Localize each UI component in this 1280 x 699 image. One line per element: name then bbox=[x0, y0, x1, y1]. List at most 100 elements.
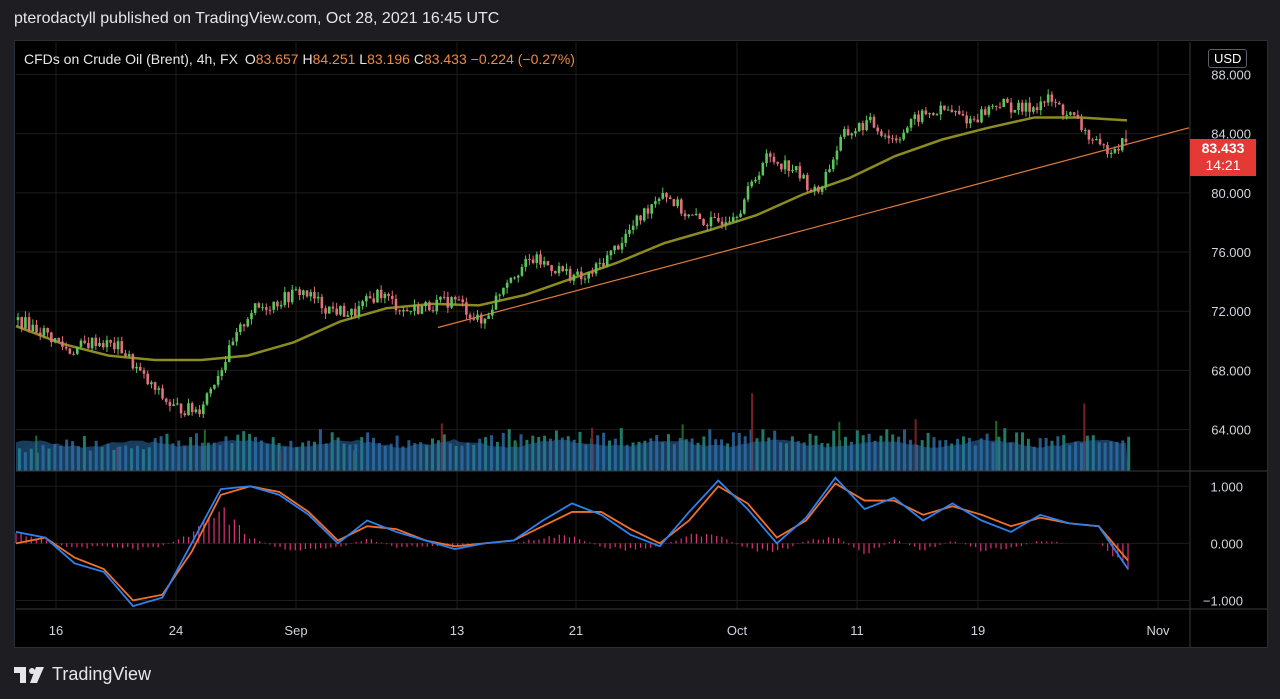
candle-up bbox=[906, 127, 909, 133]
volume-ma-area bbox=[16, 439, 1128, 471]
candle-up bbox=[302, 290, 305, 296]
candle-down bbox=[817, 186, 820, 192]
candle-down bbox=[372, 298, 376, 303]
currency-button[interactable]: USD bbox=[1208, 49, 1248, 68]
candle-up bbox=[565, 268, 568, 272]
candle-up bbox=[791, 170, 794, 172]
candle-down bbox=[324, 308, 327, 314]
candle-up bbox=[991, 105, 994, 107]
symbol-name[interactable]: CFDs on Crude Oil (Brent), 4h, FX bbox=[24, 51, 238, 67]
candle-up bbox=[624, 233, 628, 243]
candle-down bbox=[379, 289, 383, 299]
candle-down bbox=[131, 354, 135, 369]
candle-down bbox=[416, 304, 420, 314]
candle-down bbox=[705, 225, 709, 227]
candle-down bbox=[591, 272, 594, 274]
candle-down bbox=[38, 332, 42, 336]
tradingview-logo[interactable]: TradingView bbox=[14, 664, 151, 685]
candle-up bbox=[487, 315, 490, 319]
candle-up bbox=[724, 222, 728, 225]
high-value: 84.251 bbox=[312, 51, 356, 67]
moving-average-curve bbox=[15, 116, 1128, 362]
candle-down bbox=[268, 309, 272, 311]
candle-up bbox=[294, 289, 298, 291]
candle-up bbox=[339, 305, 342, 315]
time-tick-1: 24 bbox=[169, 623, 183, 638]
time-tick-8: Nov bbox=[1146, 623, 1170, 638]
volume-ma-band bbox=[16, 439, 1128, 471]
candle-down bbox=[428, 302, 431, 311]
candle-up bbox=[98, 342, 101, 347]
candle-up bbox=[850, 133, 854, 136]
candle-down bbox=[950, 109, 954, 113]
candle-down bbox=[787, 160, 791, 171]
candle-up bbox=[290, 289, 294, 303]
candle-down bbox=[717, 217, 720, 222]
candle-up bbox=[694, 213, 698, 215]
candle-down bbox=[602, 262, 605, 267]
candle-up bbox=[365, 296, 368, 302]
candle-down bbox=[683, 213, 687, 217]
chart-svg[interactable]: 88.000 84.000 80.000 76.000 72.000 68.000 64.0… bbox=[15, 41, 1267, 647]
candle-up bbox=[350, 308, 353, 316]
chart-frame[interactable]: 88.000 84.000 80.000 76.000 72.000 68.000 64.0… bbox=[14, 40, 1268, 648]
macd-pane bbox=[15, 476, 1129, 608]
moving-average-line bbox=[15, 116, 1128, 362]
candle-up bbox=[709, 217, 713, 227]
candle-down bbox=[305, 290, 309, 297]
candle-up bbox=[235, 332, 238, 342]
macd-tick-2: −1.000 bbox=[1203, 593, 1243, 608]
candle-up bbox=[654, 201, 657, 205]
candle-up bbox=[209, 388, 212, 394]
candle-down bbox=[995, 105, 998, 107]
price-tick-3: 76.000 bbox=[1211, 245, 1251, 260]
candle-up bbox=[75, 346, 79, 354]
candle-up bbox=[635, 215, 639, 226]
candle-up bbox=[761, 163, 765, 176]
candle-down bbox=[539, 254, 542, 265]
candle-down bbox=[64, 346, 68, 349]
candle-up bbox=[587, 272, 590, 279]
candle-down bbox=[713, 217, 716, 219]
candle-up bbox=[609, 250, 613, 256]
candle-up bbox=[913, 114, 917, 119]
candle-down bbox=[646, 208, 650, 214]
candle-down bbox=[190, 403, 194, 413]
candle-up bbox=[505, 282, 509, 288]
candle-down bbox=[46, 328, 49, 333]
candle-down bbox=[431, 310, 435, 312]
candle-up bbox=[854, 131, 857, 134]
candle-down bbox=[335, 308, 338, 315]
candle-up bbox=[657, 198, 661, 202]
candle-up bbox=[135, 366, 138, 369]
candle-down bbox=[461, 299, 464, 303]
candle-up bbox=[516, 275, 520, 278]
candle-down bbox=[124, 353, 127, 357]
candle-up bbox=[613, 245, 616, 251]
candle-up bbox=[176, 403, 179, 405]
candle-up bbox=[902, 132, 905, 140]
candle-up bbox=[231, 341, 235, 346]
candle-down bbox=[1076, 114, 1080, 119]
candle-up bbox=[150, 382, 153, 385]
candle-up bbox=[172, 404, 175, 406]
signal-line bbox=[15, 482, 1129, 602]
candle-up bbox=[739, 213, 742, 217]
candle-up bbox=[754, 179, 757, 182]
candle-down bbox=[57, 338, 61, 342]
candle-up bbox=[309, 292, 313, 297]
candle-up bbox=[116, 341, 120, 350]
candle-down bbox=[639, 215, 642, 221]
candle-up bbox=[1095, 139, 1098, 141]
candle-down bbox=[94, 337, 98, 347]
candle-up bbox=[1069, 112, 1072, 115]
candle-down bbox=[179, 403, 183, 414]
candle-up bbox=[491, 309, 494, 316]
candle-down bbox=[1106, 145, 1109, 155]
candle-down bbox=[27, 317, 31, 332]
candles bbox=[16, 89, 1128, 419]
candle-up bbox=[831, 159, 835, 170]
candle-up bbox=[1032, 107, 1035, 112]
candle-down bbox=[183, 413, 187, 416]
candle-up bbox=[420, 305, 424, 314]
